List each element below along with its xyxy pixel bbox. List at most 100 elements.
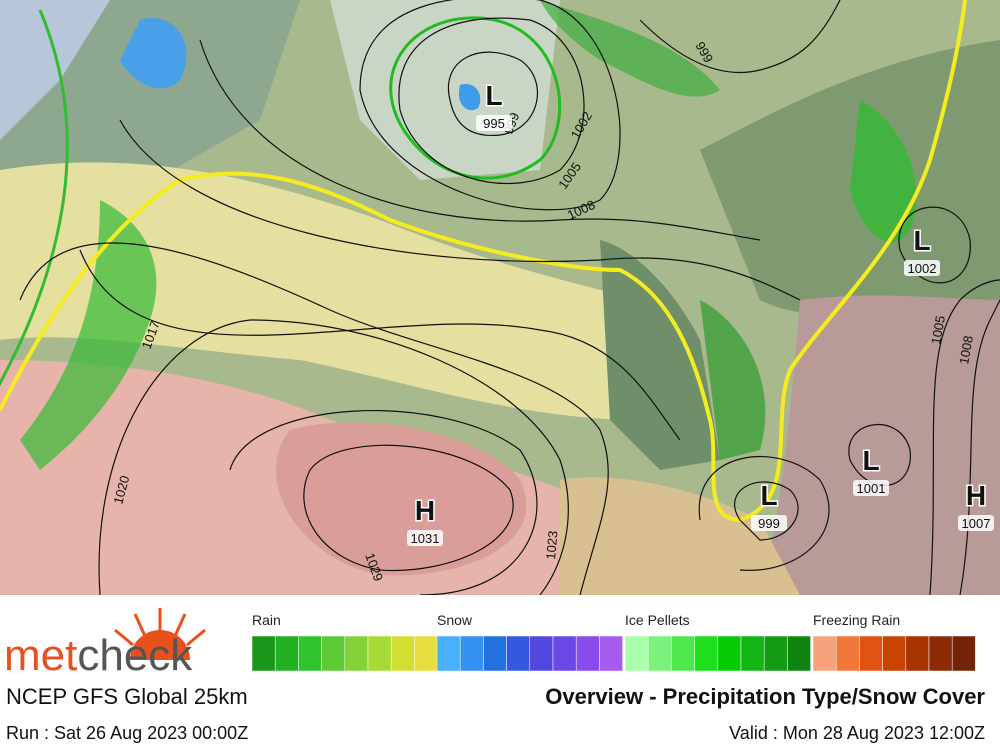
center-value: 1001	[857, 481, 886, 496]
center-value: 1002	[908, 261, 937, 276]
legend-swatch	[414, 635, 438, 672]
center-value: 999	[758, 516, 780, 531]
isobar	[19, 242, 609, 595]
legend: Rain Snow Ice Pellets Freezing Rain	[251, 612, 976, 672]
legend-swatch	[459, 635, 484, 672]
isobar	[898, 206, 971, 284]
product-title: Overview - Precipitation Type/Snow Cover	[545, 684, 985, 709]
map: 9999991002100510081017102010291023100510…	[0, 0, 1000, 595]
center-value: 1031	[411, 531, 440, 546]
legend-swatch	[671, 635, 695, 672]
center-value-box	[904, 260, 940, 276]
isobar	[119, 119, 801, 301]
center-value-box	[853, 480, 889, 496]
scandinavia-land	[700, 40, 1000, 316]
legend-swatch	[298, 635, 322, 672]
pressure-centers: L 995 L 1002 L 1001 L 999 H 1031 H 1007	[407, 79, 994, 546]
uk-land	[600, 240, 720, 470]
front-line	[0, 9, 69, 387]
legend-swatch	[436, 635, 461, 672]
yellow-band	[0, 162, 640, 420]
front-line	[389, 16, 562, 180]
center-symbol: L	[913, 225, 930, 256]
legend-swatch	[859, 635, 883, 672]
iberia-land	[560, 477, 800, 595]
rain-band	[20, 200, 157, 470]
legend-swatch	[717, 635, 742, 672]
legend-swatch	[529, 635, 554, 672]
legend-swatch	[251, 635, 276, 672]
rain-band	[540, 0, 720, 97]
legend-swatch	[647, 635, 672, 672]
isobar	[447, 51, 538, 137]
rain-band	[850, 100, 917, 243]
legend-swatch	[321, 635, 346, 672]
ice-area	[0, 0, 110, 140]
isobar-label: 1023	[543, 530, 560, 560]
isobar	[303, 444, 514, 572]
logo-sun-disc	[130, 630, 190, 660]
center-symbol: H	[415, 495, 435, 526]
legend-swatch	[599, 635, 623, 672]
center-symbol: H	[966, 480, 986, 511]
logo-sun	[114, 608, 206, 647]
east-europe-land	[760, 295, 1000, 595]
rain-band	[700, 300, 766, 460]
legend-swatch	[835, 635, 860, 672]
logo-text-second: check	[77, 631, 193, 680]
isobar	[959, 299, 1000, 595]
isobar-label: 1008	[956, 334, 976, 365]
legend-swatch	[390, 635, 415, 672]
legend-swatch	[951, 635, 976, 672]
freezing-level-line	[0, 0, 967, 523]
legend-swatch	[344, 635, 369, 672]
center-value-box	[407, 530, 443, 546]
center-symbol: L	[862, 445, 879, 476]
legend-swatch	[905, 635, 930, 672]
isobar	[929, 279, 1000, 595]
legend-swatch	[928, 635, 953, 672]
legend-swatch	[367, 635, 392, 672]
snow-patch	[120, 18, 187, 89]
isobar	[98, 319, 569, 595]
isobar	[734, 481, 799, 541]
legend-swatch	[552, 635, 577, 672]
legend-group-label: Freezing Rain	[813, 612, 900, 628]
legend-swatch	[575, 635, 600, 672]
isobar	[359, 0, 621, 211]
snow-patch	[458, 84, 481, 111]
center-symbol: L	[485, 80, 502, 111]
isobar	[398, 17, 585, 184]
legend-swatch	[483, 635, 507, 672]
center-value: 1007	[962, 516, 991, 531]
model-name: NCEP GFS Global 25km	[6, 684, 248, 709]
legend-swatch	[624, 635, 649, 672]
logo-text-first: met	[4, 631, 77, 680]
logo: metcheck	[4, 608, 206, 680]
isobar-label: 1005	[928, 314, 948, 345]
legend-swatch	[740, 635, 765, 672]
center-value-box	[958, 515, 994, 531]
legend-group-label: Snow	[437, 612, 473, 628]
center-value: 995	[483, 116, 505, 131]
isobar	[199, 39, 761, 241]
isobars	[19, 0, 1000, 595]
legend-swatch	[274, 635, 299, 672]
legend-swatch	[787, 635, 811, 672]
legend-swatch	[763, 635, 788, 672]
run-time: Run : Sat 26 Aug 2023 00:00Z	[6, 723, 248, 743]
high-core	[275, 422, 527, 576]
legend-group-label: Ice Pellets	[625, 612, 690, 628]
center-value-box	[476, 115, 512, 131]
legend-group-label: Rain	[252, 612, 281, 628]
legend-swatch	[882, 635, 907, 672]
logo-text: metcheck	[4, 631, 193, 680]
isobar	[639, 0, 841, 74]
center-symbol: L	[760, 480, 777, 511]
isobar	[79, 249, 681, 441]
isobar	[229, 410, 538, 595]
center-value-box	[751, 515, 787, 531]
legend-swatch	[812, 635, 837, 672]
